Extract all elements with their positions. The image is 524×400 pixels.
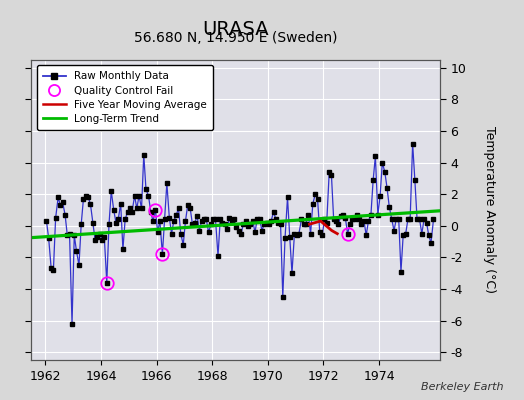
- Title: URASA: URASA: [202, 20, 269, 39]
- Text: 56.680 N, 14.950 E (Sweden): 56.680 N, 14.950 E (Sweden): [134, 31, 337, 45]
- Y-axis label: Temperature Anomaly (°C): Temperature Anomaly (°C): [483, 126, 496, 294]
- Text: Berkeley Earth: Berkeley Earth: [421, 382, 503, 392]
- Legend: Raw Monthly Data, Quality Control Fail, Five Year Moving Average, Long-Term Tren: Raw Monthly Data, Quality Control Fail, …: [37, 65, 213, 130]
